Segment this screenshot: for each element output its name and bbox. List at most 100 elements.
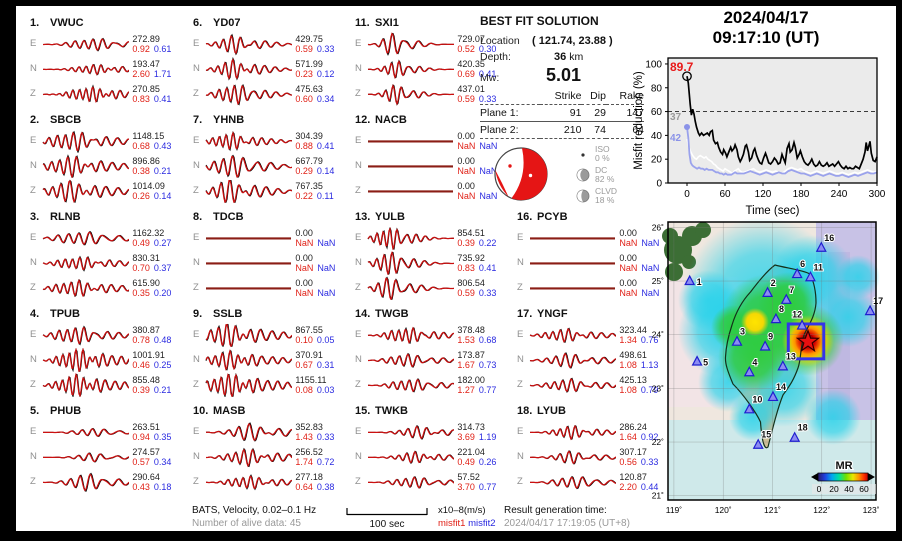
report-canvas: 1. VWUC E 272.89 0.92 0.61 N 193.47 2.60 1.71 Z 270…: [16, 6, 896, 531]
trace-values: 729.07 0.52 0.30: [454, 34, 515, 54]
iso-pct: 0 %: [595, 153, 610, 163]
waveform-trace-lyub-e: E 286.24 1.64 0.92: [517, 419, 677, 444]
waveform-trace-twgb-n: N 173.87 1.67 0.73: [355, 347, 515, 372]
waveform-plot: [205, 236, 291, 239]
misfit1-value: 2.20: [619, 481, 637, 492]
station-marker-icon: [731, 335, 743, 346]
waveform-column: 16. PCYB E 0.00 NaN NaN N 0.00 NaN NaN Z 0.00 NaN NaN…: [517, 14, 677, 499]
table-row: Plane 2: 210 74 64: [480, 121, 644, 139]
waveform-trace-sxi1-e: E 729.07 0.52 0.30: [355, 31, 515, 56]
component-label: Z: [30, 282, 36, 293]
waveform-trace-nacb-e: E 0.00 NaN NaN: [355, 128, 515, 153]
nodal-plane-table: Strike Dip Rake Plane 1: 91 29 147 Plane…: [480, 88, 644, 139]
station-title: 3. RLNB: [30, 211, 81, 223]
misfit2-value: 0.12: [316, 68, 335, 79]
component-label: N: [30, 257, 37, 268]
misfit1-value: NaN: [457, 165, 476, 176]
misfit2-value: 0.72: [316, 456, 335, 467]
station-number-label: 17: [873, 296, 883, 306]
waveform-trace-sslb-e: E 867.55 0.10 0.05: [193, 322, 353, 347]
waveform-grid: 1. VWUC E 272.89 0.92 0.61 N 193.47 2.60 1.71 Z 270…: [30, 14, 678, 506]
lat-tick-label: 25˚: [652, 276, 664, 286]
misfit2-value: 0.77: [478, 481, 497, 492]
waveform-trace-yd07-n: N 571.99 0.23 0.12: [193, 56, 353, 81]
search-region-box: [786, 322, 826, 361]
trace-values: 352.83 1.43 0.33: [292, 422, 353, 442]
component-label: E: [355, 135, 362, 146]
waveform-trace-phub-z: Z 290.64 0.43 0.18: [30, 469, 190, 494]
component-label: Z: [355, 88, 361, 99]
component-label: N: [517, 257, 524, 268]
unit-legend: x10–8(m/s) misfit1 misfit2: [438, 504, 496, 530]
trace-values: 896.86 0.38 0.21: [129, 156, 190, 176]
component-label: Z: [30, 476, 36, 487]
event-datetime: 2024/04/17 09:17:10 (UT): [642, 8, 890, 48]
epicenter-star-icon: [795, 328, 821, 353]
misfit2-value: 0.33: [478, 287, 497, 298]
chart-annotation: 37: [670, 112, 682, 123]
amplitude-value: 304.39: [295, 130, 323, 141]
amplitude-value: 0.00: [457, 155, 475, 166]
component-label: E: [355, 426, 362, 437]
waveform-trace-vwuc-e: E 272.89 0.92 0.61: [30, 31, 190, 56]
waveform-plot: [529, 424, 617, 440]
station-marker-icon: [791, 267, 803, 279]
component-label: Z: [30, 185, 36, 196]
station-marker-icon: [759, 340, 771, 351]
waveform-trace-twkb-n: N 221.04 0.49 0.26: [355, 444, 515, 469]
amplitude-value: 767.35: [295, 180, 323, 191]
waveform-plot: [367, 31, 454, 56]
colorbar-tick-label: 20: [829, 484, 839, 494]
misfit2-value: NaN: [641, 262, 660, 273]
station-number-label: 6: [800, 259, 805, 269]
station-panel-yngf: 17. YNGF E 323.44 1.34 0.76 N 498.61 1.08 1.13 Z 42…: [517, 305, 677, 402]
lon-tick-label: 122˚: [813, 505, 830, 515]
station-title: 11. SXI1: [355, 17, 399, 29]
misfit1-value: 0.43: [132, 481, 150, 492]
dc-pct: 82 %: [595, 174, 615, 184]
misfit1-value: 3.70: [457, 481, 475, 492]
misfit2-value: 0.11: [316, 190, 334, 201]
misfit1-value: 0.59: [457, 93, 475, 104]
waveform-plot: [205, 179, 293, 203]
x-axis-label: Time (sec): [746, 205, 800, 217]
y-tick-label: 20: [651, 155, 663, 166]
misfit1-value: 1.74: [295, 456, 313, 467]
waveform-plot: [529, 351, 617, 369]
misfit2-value: NaN: [479, 190, 498, 201]
iso-label: ISO: [595, 144, 610, 154]
amplitude-value: 0.00: [619, 277, 637, 288]
misfit2-value: 0.25: [153, 359, 172, 370]
misfit1-value: 0.92: [132, 43, 150, 54]
waveform-plot: [367, 250, 454, 275]
misfit1-value: 0.23: [295, 68, 313, 79]
misfit-reduction-chart: 89.7 37 42 0 20 40 60 80 100 0 60 120 180 240 300 Time …: [616, 44, 896, 220]
misfit2-value: 0.41: [478, 262, 497, 273]
misfit2-value: NaN: [641, 287, 660, 298]
component-label: Z: [193, 476, 199, 487]
waveform-trace-masb-z: Z 277.18 0.64 0.38: [193, 469, 353, 494]
depth-value: 36: [554, 51, 567, 63]
misfit1-value: NaN: [457, 190, 476, 201]
series-lavender: [686, 126, 878, 178]
component-label: Z: [193, 88, 199, 99]
amplitude-value: 263.51: [132, 421, 160, 432]
misfit2-value: 0.48: [153, 334, 172, 345]
misfit1-legend: misfit1: [438, 518, 466, 529]
component-label: Z: [193, 282, 199, 293]
waveform-trace-sbcb-e: E 1148.15 0.68 0.43: [30, 128, 190, 153]
amplitude-value: 498.61: [619, 349, 647, 360]
amplitude-value: 323.44: [619, 324, 647, 335]
lat-tick-label: 21˚: [652, 491, 664, 501]
waveform-plot: [205, 33, 293, 55]
trace-values: 270.85 0.83 0.41: [129, 84, 190, 104]
station-number-label: 11: [813, 262, 823, 272]
waveform-trace-twgb-z: Z 182.00 1.27 0.77: [355, 372, 515, 397]
amplitude-value: 806.54: [457, 277, 485, 288]
trace-values: 0.00 NaN NaN: [454, 181, 515, 201]
amplitude-value: 352.83: [295, 421, 323, 432]
amplitude-value: 256.52: [295, 446, 323, 457]
station-number-label: 16: [824, 233, 834, 243]
misfit2-value: 0.76: [640, 334, 659, 345]
